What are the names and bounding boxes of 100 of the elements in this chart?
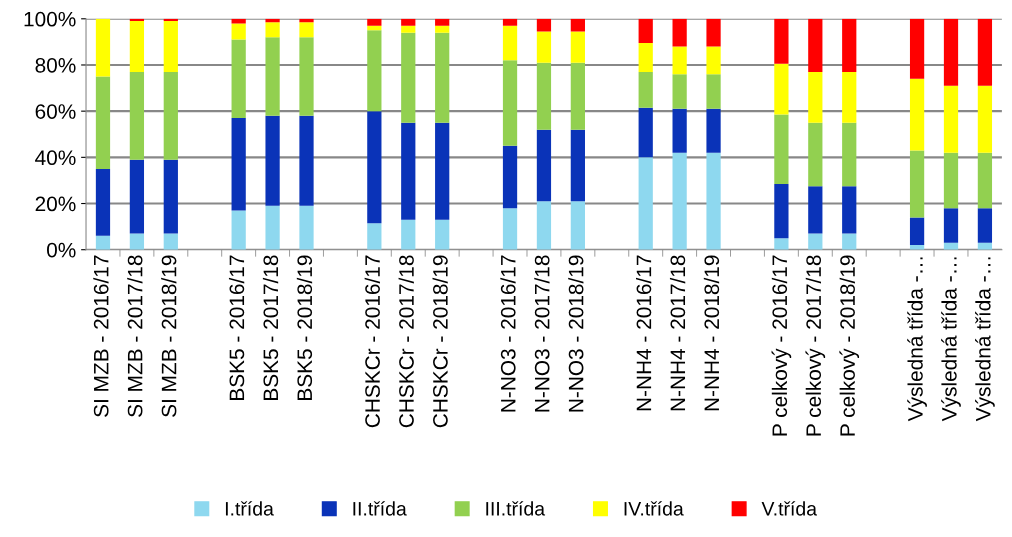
bar (808, 186, 823, 234)
x-tick-label: P celkový - 2018/19 (839, 255, 860, 436)
bar (401, 219, 416, 250)
bar (943, 152, 959, 209)
bar (672, 74, 687, 109)
bar (536, 129, 552, 202)
x-tick-label: CHSKCr - 2016/17 (364, 255, 380, 428)
bar (638, 157, 653, 250)
bar (570, 201, 585, 250)
legend-label: I.třída (225, 501, 274, 516)
bar (808, 233, 823, 250)
y-tick-label: 100% (24, 11, 76, 27)
x-tick-label: Výsledná třída -… (941, 257, 961, 422)
bar (502, 18, 518, 26)
bar (706, 108, 721, 153)
bar (706, 18, 721, 47)
bar (129, 233, 145, 250)
bar (502, 145, 518, 209)
legend-label: V.třída (761, 501, 818, 516)
bar (977, 152, 993, 209)
x-tick-label: SI MZB - 2017/18 (127, 255, 143, 417)
bar (265, 37, 280, 116)
bar (909, 217, 925, 246)
bar (909, 18, 925, 79)
bar (502, 208, 518, 250)
bar (536, 62, 552, 130)
bar (231, 39, 246, 119)
bar (672, 18, 687, 47)
bar (367, 111, 382, 224)
bar (231, 118, 246, 211)
bar (299, 18, 314, 23)
bar (231, 210, 246, 250)
x-tick-label: N-NH4 - 2017/18 (669, 255, 686, 411)
bar (265, 115, 280, 206)
bar (95, 235, 111, 250)
bar (842, 233, 857, 250)
bar (95, 18, 111, 77)
legend-label: II.třída (353, 501, 407, 516)
bar (638, 43, 653, 72)
x-tick-label: N-NO3 - 2018/19 (568, 255, 584, 412)
bar (977, 85, 993, 153)
bar (435, 219, 450, 250)
bar (401, 18, 416, 26)
y-tick-label: 40% (35, 150, 76, 166)
bar (435, 32, 450, 123)
bar (808, 122, 823, 187)
bar (367, 223, 382, 250)
bar (95, 76, 111, 169)
bar (435, 18, 450, 26)
bar (706, 46, 721, 75)
bar (401, 122, 416, 220)
x-tick-label: CHSKCr - 2018/19 (432, 255, 448, 428)
x-tick-label: N-NH4 - 2018/19 (703, 255, 720, 411)
bar (536, 201, 552, 250)
bar (570, 62, 585, 130)
bar (401, 32, 416, 123)
bar (638, 71, 653, 108)
y-tick-label: 20% (35, 196, 76, 212)
bar (401, 25, 416, 33)
bar (435, 25, 450, 33)
x-tick-label: P celkový - 2017/18 (805, 255, 826, 436)
x-tick-label: SI MZB - 2016/17 (93, 255, 109, 417)
bar (672, 108, 687, 153)
bar (706, 74, 721, 109)
bar (706, 152, 721, 250)
bar (95, 168, 111, 236)
bar (367, 30, 382, 112)
bar (163, 71, 178, 160)
x-tick-label: N-NH4 - 2016/17 (636, 255, 652, 411)
bar (774, 183, 789, 239)
bar (638, 18, 653, 44)
bar (842, 186, 857, 234)
bar (502, 25, 518, 61)
bar (774, 114, 789, 184)
legend-label: III.třída (486, 501, 546, 516)
bar (299, 37, 314, 116)
bar (299, 205, 314, 250)
bar (129, 21, 145, 72)
bar (808, 18, 823, 72)
bar (231, 23, 246, 40)
bar (367, 18, 382, 26)
bar (943, 85, 959, 153)
x-tick-label: P celkový - 2016/17 (771, 255, 792, 436)
bar (909, 78, 925, 151)
x-tick-label: N-NO3 - 2016/17 (500, 255, 516, 412)
bar (672, 46, 687, 75)
bar (265, 205, 280, 250)
bar (299, 22, 314, 38)
x-tick-label: SI MZB - 2018/19 (161, 255, 177, 417)
bar (536, 18, 552, 32)
bar (909, 150, 925, 218)
bar (842, 71, 857, 123)
bar (299, 115, 314, 206)
x-tick-label: Výsledná třída -… (907, 257, 927, 422)
bar (129, 159, 145, 234)
bar (570, 31, 585, 63)
bar (163, 233, 178, 250)
bar (842, 122, 857, 187)
x-tick-label: BSK5 - 2018/19 (296, 255, 313, 400)
x-tick-label: Výsledná třída -… (975, 257, 995, 422)
